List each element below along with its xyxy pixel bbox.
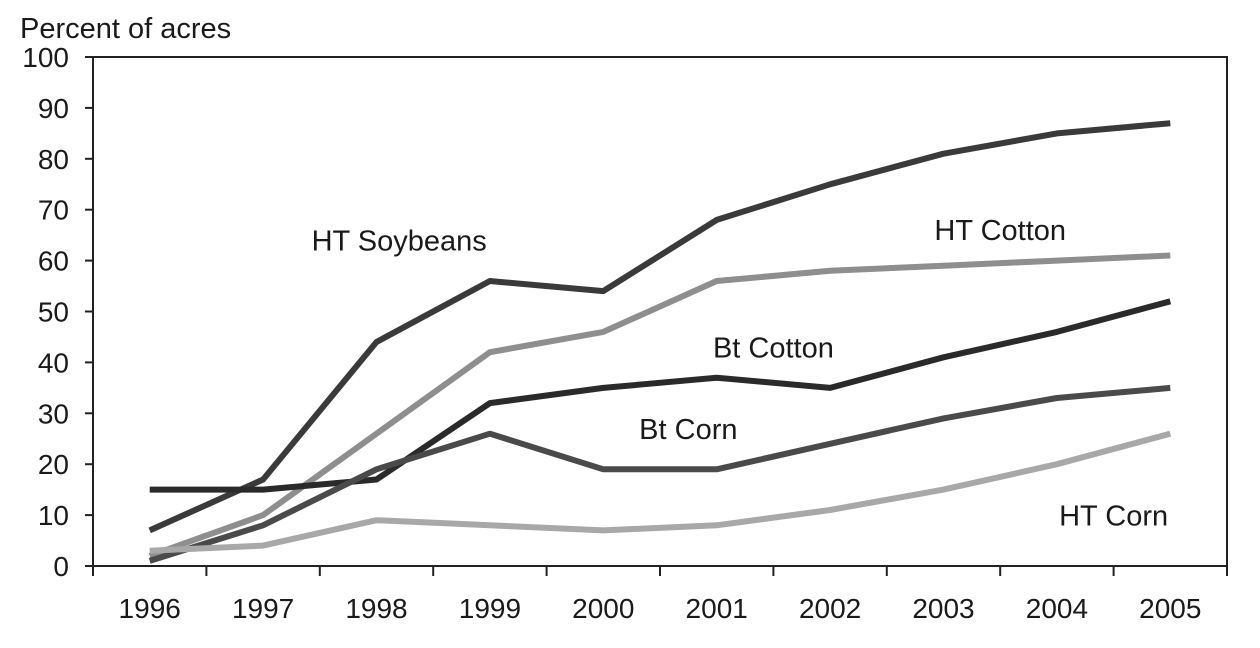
series-lines: [148, 120, 1172, 564]
y-tick-label: 40: [38, 347, 69, 378]
y-tick-label: 100: [22, 42, 69, 73]
x-tick-label: 2003: [912, 593, 974, 624]
series-labels: HT Soybeans HT Cotton Bt Cotton Bt Corn HT C…: [312, 215, 1169, 532]
series-label-ht-cotton: HT Cotton: [934, 215, 1066, 247]
x-tick-label: 2002: [799, 593, 861, 624]
y-tick-label: 0: [53, 551, 69, 582]
x-axis: 1996 1997 1998 1999 2000 2001 2002 2003 2004 2005: [92, 566, 1228, 624]
y-tick-label: 90: [38, 93, 69, 124]
x-tick-label: 1999: [459, 593, 521, 624]
y-tick-label: 60: [38, 246, 69, 277]
x-tick-label: 2000: [572, 593, 634, 624]
y-axis-title: Percent of acres: [20, 13, 231, 45]
x-tick-label: 2005: [1139, 593, 1201, 624]
x-tick-label: 1997: [232, 593, 294, 624]
y-tick-label: 30: [38, 398, 69, 429]
series-label-bt-corn: Bt Corn: [639, 414, 737, 446]
y-tick-label: 20: [38, 449, 69, 480]
series-line-bt-cotton: [149, 298, 1172, 493]
series-label-ht-corn: HT Corn: [1059, 500, 1168, 532]
y-axis: 0 10 20 30 40 50 60 70 80 90 100: [22, 42, 93, 582]
x-tick-label: 1998: [345, 593, 407, 624]
x-tick-label: 1996: [119, 593, 181, 624]
y-tick-label: 70: [38, 195, 69, 226]
series-line-ht-corn: [149, 430, 1172, 554]
y-tick-label: 10: [38, 500, 69, 531]
x-tick-label: 2004: [1026, 593, 1088, 624]
series-line-ht-cotton: [148, 252, 1171, 559]
series-label-bt-cotton: Bt Cotton: [713, 332, 834, 364]
series-label-ht-soybeans: HT Soybeans: [312, 225, 487, 257]
x-tick-label: 2001: [686, 593, 748, 624]
y-tick-label: 50: [38, 297, 69, 328]
series-line-ht-soybeans: [148, 120, 1171, 534]
series-line-bt-corn: [148, 384, 1171, 564]
y-tick-label: 80: [38, 144, 69, 175]
